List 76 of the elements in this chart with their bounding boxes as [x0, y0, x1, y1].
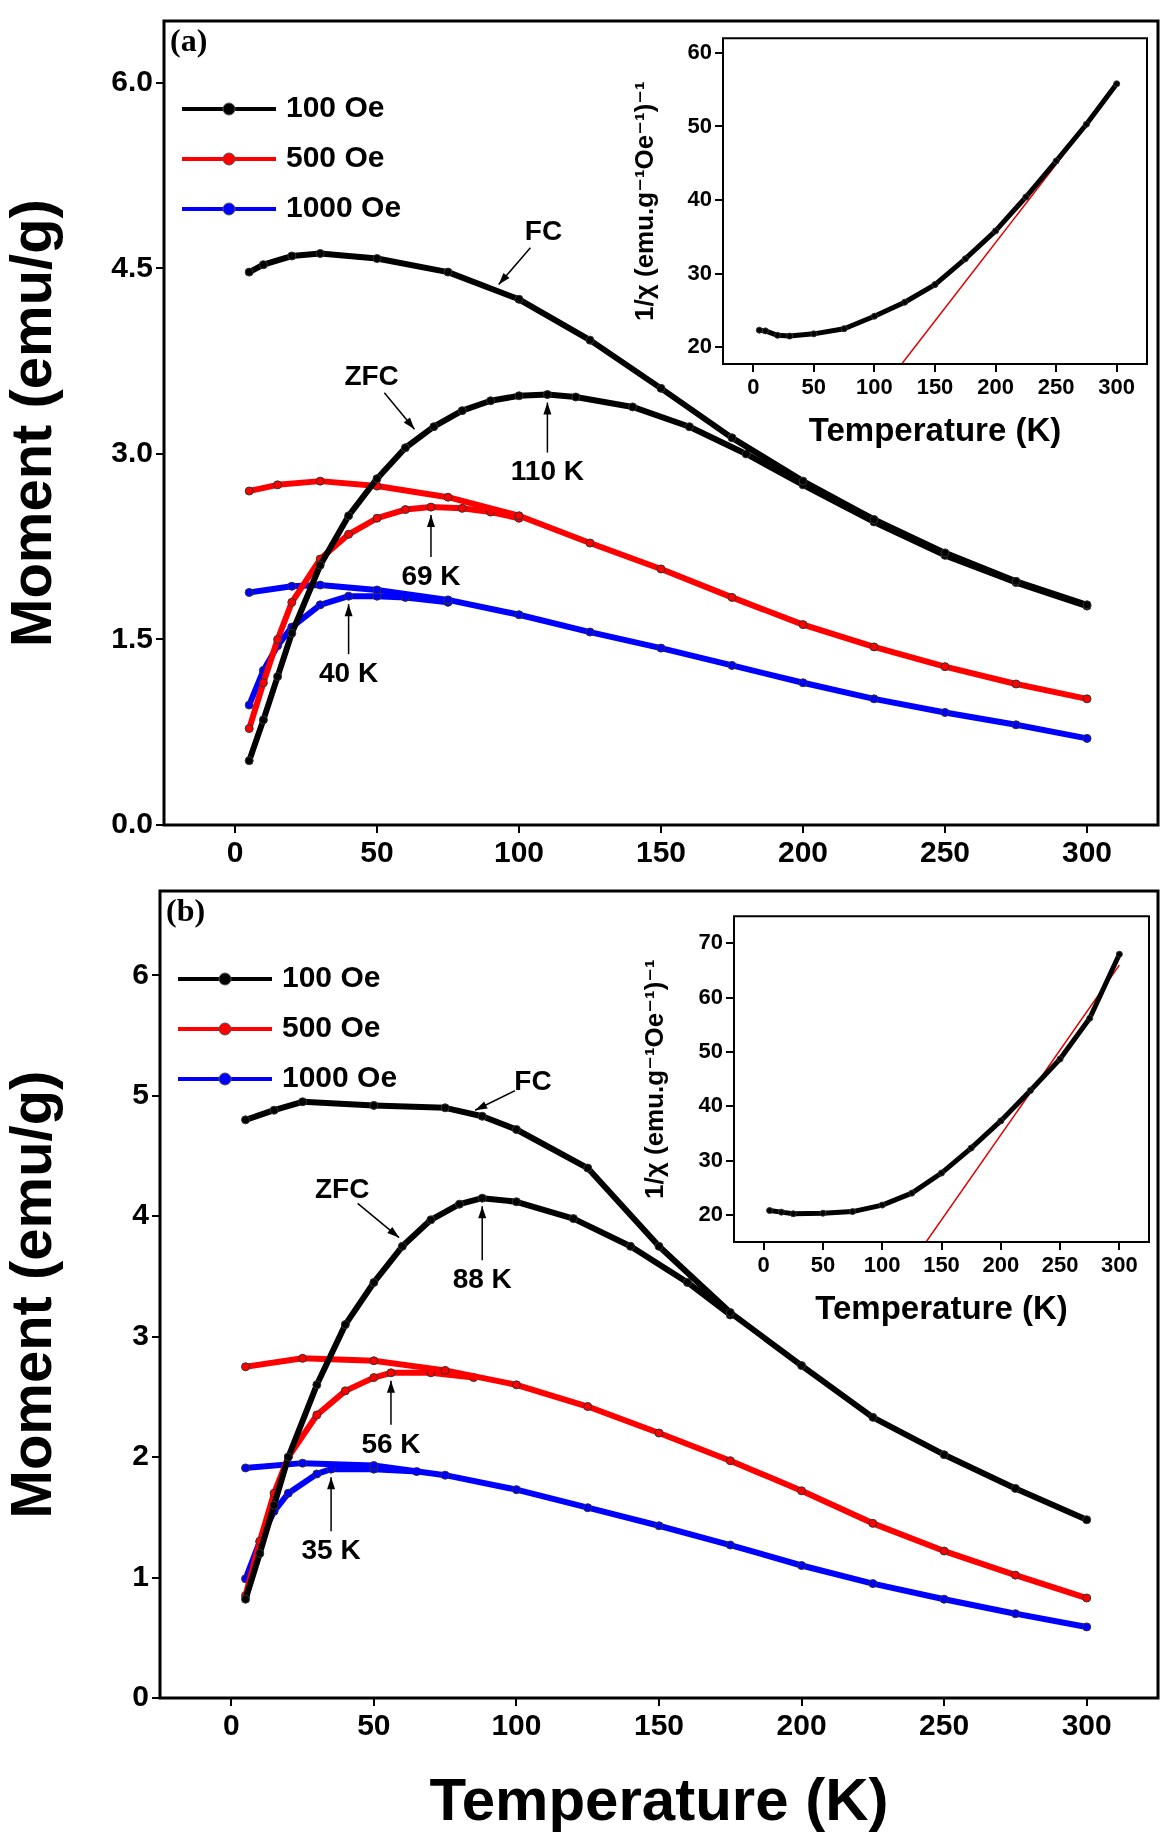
x-tick-label: 100 — [491, 1708, 542, 1742]
y-tick-label: 3.0 — [111, 435, 153, 469]
annotation: FC — [514, 1064, 552, 1096]
y-tick-label: 50 — [698, 1038, 723, 1064]
x-tick-label: 0 — [757, 1252, 770, 1278]
annotation: 35 K — [301, 1533, 361, 1565]
annotation: (a) — [170, 22, 208, 59]
y-tick-label: 30 — [698, 1146, 723, 1172]
annotation: ZFC — [315, 1173, 370, 1205]
annotation: (b) — [166, 892, 206, 929]
y-axis-title: 1/χ (emu.g⁻¹Oe⁻¹)⁻¹ — [628, 81, 659, 321]
x-tick-label: 150 — [923, 1252, 960, 1278]
y-axis-title: Moment (emu/g) — [0, 199, 63, 647]
x-tick-label: 100 — [856, 374, 893, 400]
legend-label: 100 Oe — [286, 90, 385, 124]
legend-label: 100 Oe — [282, 960, 381, 994]
x-tick-label: 0 — [747, 374, 760, 400]
y-axis-title: Moment (emu/g) — [0, 1070, 63, 1519]
x-tick-label: 100 — [493, 835, 545, 869]
annotation: 56 K — [361, 1427, 421, 1459]
x-tick-label: 150 — [916, 374, 954, 400]
x-axis-title: Temperature (K) — [808, 411, 1062, 449]
y-tick-label: 70 — [698, 929, 723, 955]
x-tick-label: 250 — [1041, 1252, 1079, 1278]
y-tick-label: 40 — [698, 1092, 723, 1118]
y-tick-label: 50 — [687, 112, 712, 138]
annotation: 88 K — [452, 1262, 512, 1294]
annotation: FC — [524, 215, 563, 247]
y-tick-label: 4 — [132, 1197, 150, 1231]
x-tick-label: 300 — [1061, 835, 1113, 869]
y-tick-label: 1.5 — [111, 620, 153, 654]
x-axis-title: Temperature (K) — [815, 1289, 1068, 1327]
annotation: 110 K — [510, 455, 584, 487]
x-tick-label: 200 — [776, 1708, 827, 1742]
y-tick-label: 60 — [698, 983, 723, 1009]
y-tick-label: 6.0 — [111, 64, 153, 98]
x-axis-title: Temperature (K) — [429, 1765, 889, 1833]
x-tick-label: 250 — [1037, 374, 1075, 400]
legend-label: 500 Oe — [282, 1010, 381, 1044]
x-tick-label: 50 — [810, 1252, 836, 1278]
y-tick-label: 30 — [687, 259, 712, 285]
legend-label: 500 Oe — [286, 140, 385, 174]
legend-label: 1000 Oe — [282, 1060, 398, 1094]
legend-label: 1000 Oe — [286, 190, 402, 224]
x-tick-label: 300 — [1061, 1708, 1112, 1742]
y-tick-label: 0.0 — [111, 806, 153, 840]
x-tick-label: 100 — [863, 1252, 901, 1278]
x-tick-label: 300 — [1101, 1252, 1138, 1278]
x-tick-label: 50 — [357, 1708, 391, 1742]
x-tick-label: 200 — [777, 835, 829, 869]
x-tick-label: 150 — [635, 835, 687, 869]
y-axis-title: 1/χ (emu.g⁻¹Oe⁻¹)⁻¹ — [638, 959, 669, 1199]
y-tick-label: 60 — [687, 38, 712, 64]
y-tick-label: 20 — [698, 1200, 723, 1226]
annotation: ZFC — [344, 360, 399, 392]
x-tick-label: 200 — [977, 374, 1014, 400]
y-tick-label: 20 — [687, 333, 712, 359]
y-tick-label: 40 — [687, 186, 712, 212]
x-tick-label: 300 — [1098, 374, 1136, 400]
x-tick-label: 0 — [226, 835, 244, 869]
y-tick-label: 3 — [132, 1317, 149, 1351]
x-tick-label: 200 — [982, 1252, 1020, 1278]
y-tick-label: 0 — [132, 1679, 149, 1713]
y-tick-label: 1 — [132, 1558, 149, 1592]
x-tick-label: 250 — [919, 1708, 970, 1742]
y-tick-label: 6 — [132, 956, 149, 990]
y-tick-label: 2 — [132, 1438, 149, 1472]
x-tick-label: 50 — [360, 835, 394, 869]
y-tick-label: 4.5 — [111, 249, 153, 283]
x-tick-label: 50 — [801, 374, 827, 400]
y-tick-label: 5 — [132, 1077, 149, 1111]
x-tick-label: 0 — [222, 1708, 240, 1742]
annotation: 69 K — [401, 559, 461, 591]
x-tick-label: 150 — [633, 1708, 685, 1742]
annotation: 40 K — [319, 656, 379, 688]
x-tick-label: 250 — [919, 835, 971, 869]
